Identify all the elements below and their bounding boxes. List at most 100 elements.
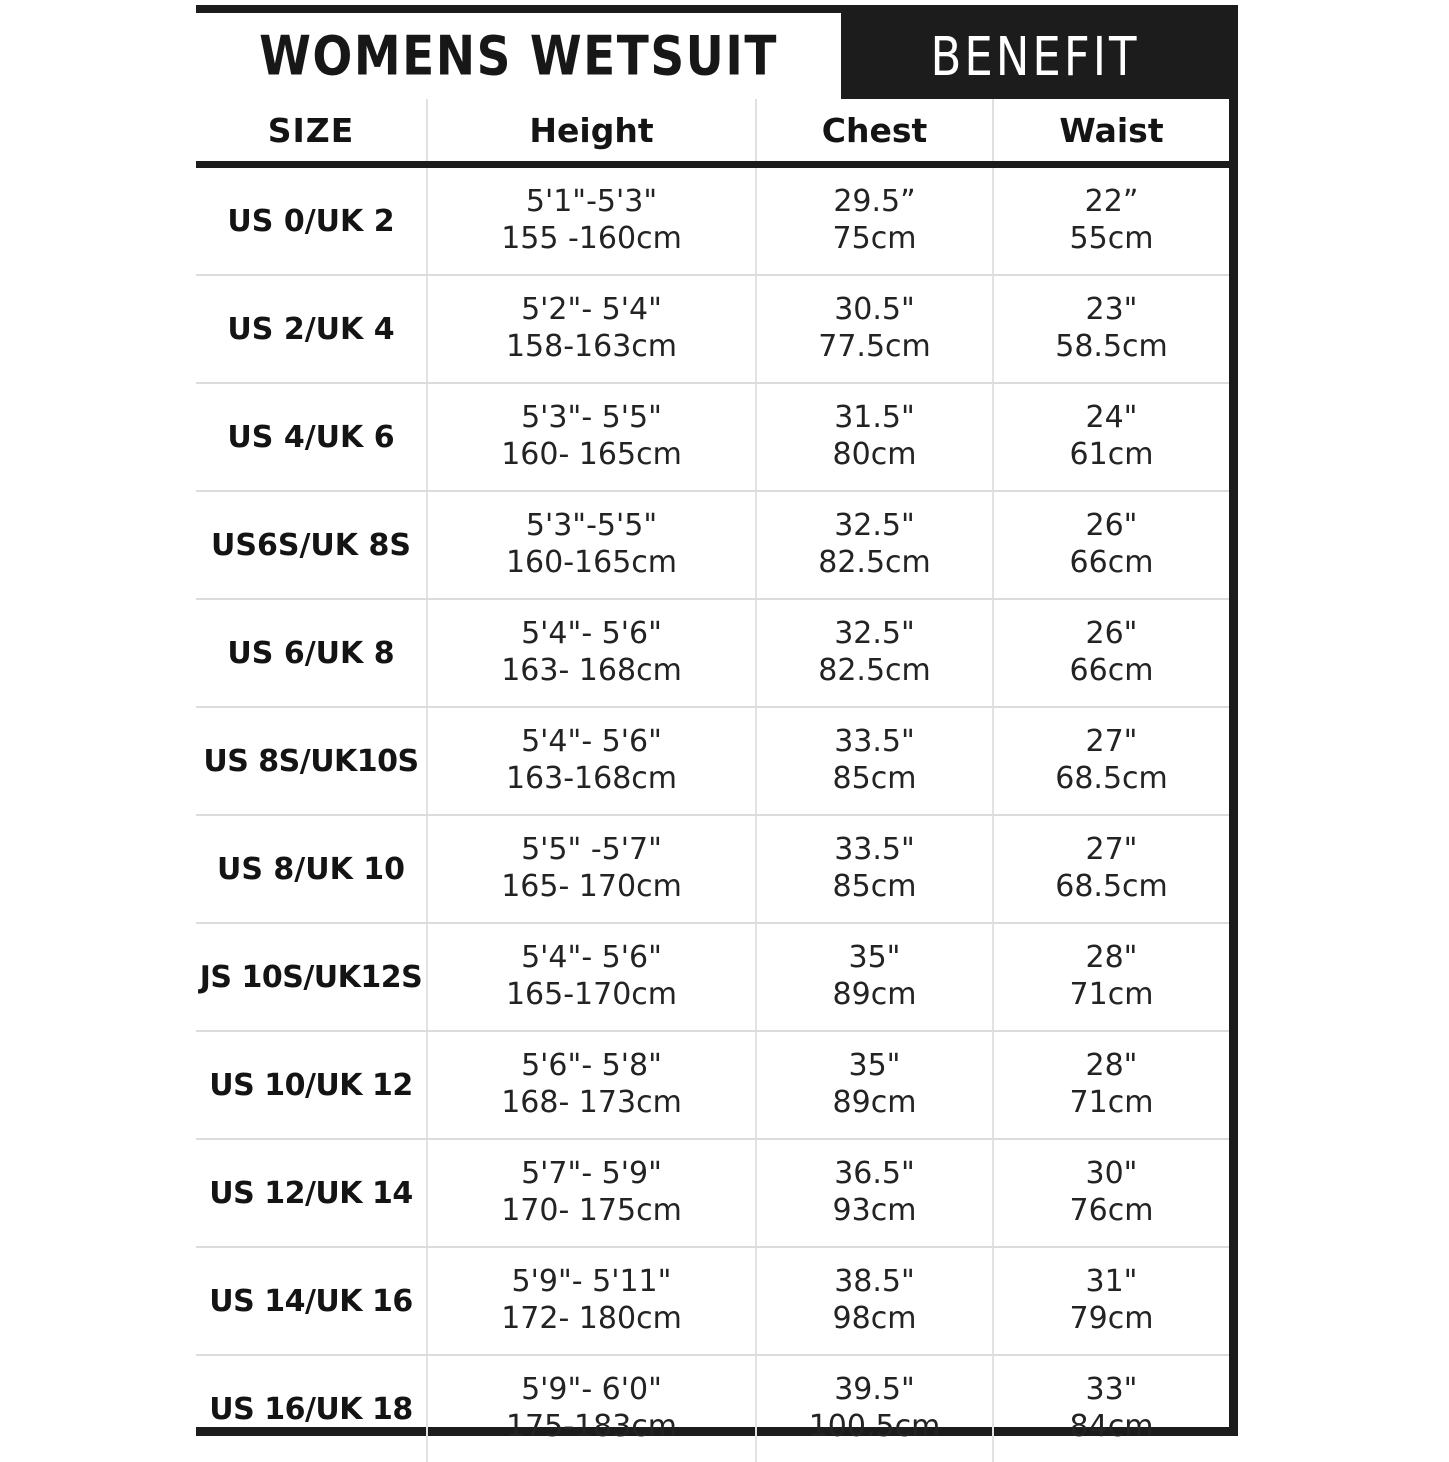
waist-measurement: 22”55cm (994, 184, 1229, 258)
waist-imperial: 26" (994, 616, 1229, 653)
cell-height: 5'4"- 5'6"165-170cm (427, 923, 756, 1031)
cell-size: US 8S/UK10S (196, 707, 427, 815)
cell-size: US 6/UK 8 (196, 599, 427, 707)
chest-metric: 77.5cm (757, 329, 992, 366)
cell-height: 5'3"- 5'5"160- 165cm (427, 383, 756, 491)
height-imperial: 5'1"-5'3" (428, 184, 755, 221)
waist-imperial: 28" (994, 940, 1229, 977)
height-imperial: 5'4"- 5'6" (428, 616, 755, 653)
height-measurement: 5'4"- 5'6"165-170cm (428, 940, 755, 1014)
height-metric: 163-168cm (428, 761, 755, 798)
height-measurement: 5'4"- 5'6"163-168cm (428, 724, 755, 798)
chest-metric: 85cm (757, 761, 992, 798)
waist-metric: 68.5cm (994, 761, 1229, 798)
height-metric: 170- 175cm (428, 1193, 755, 1230)
chest-imperial: 35" (757, 940, 992, 977)
height-imperial: 5'2"- 5'4" (428, 292, 755, 329)
cell-size: US 12/UK 14 (196, 1139, 427, 1247)
waist-measurement: 24"61cm (994, 400, 1229, 474)
chest-measurement: 32.5"82.5cm (757, 508, 992, 582)
size-label: US 8/UK 10 (217, 852, 405, 887)
waist-imperial: 33" (994, 1372, 1229, 1409)
chest-measurement: 36.5"93cm (757, 1156, 992, 1230)
cell-waist: 30"76cm (993, 1139, 1229, 1247)
height-imperial: 5'3"-5'5" (428, 508, 755, 545)
cell-size: US 2/UK 4 (196, 275, 427, 383)
cell-chest: 35"89cm (756, 923, 993, 1031)
size-chart-table: SIZE Height Chest Waist US 0/UK 2 5'1"-5'… (196, 99, 1229, 1462)
waist-metric: 58.5cm (994, 329, 1229, 366)
cell-size: US 4/UK 6 (196, 383, 427, 491)
cell-chest: 29.5”75cm (756, 165, 993, 276)
cell-waist: 24"61cm (993, 383, 1229, 491)
cell-height: 5'5" -5'7"165- 170cm (427, 815, 756, 923)
chest-metric: 89cm (757, 1085, 992, 1122)
waist-imperial: 31" (994, 1264, 1229, 1301)
waist-measurement: 26"66cm (994, 508, 1229, 582)
cell-chest: 30.5"77.5cm (756, 275, 993, 383)
cell-size: US 0/UK 2 (196, 165, 427, 276)
cell-size: JS 10S/UK12S (196, 923, 427, 1031)
height-measurement: 5'9"- 6'0"175-183cm (428, 1372, 755, 1446)
height-metric: 155 -160cm (428, 221, 755, 258)
cell-waist: 31"79cm (993, 1247, 1229, 1355)
height-measurement: 5'2"- 5'4"158-163cm (428, 292, 755, 366)
brand-badge-block: BENEFIT (841, 13, 1229, 99)
chest-metric: 82.5cm (757, 545, 992, 582)
height-measurement: 5'3"-5'5"160-165cm (428, 508, 755, 582)
size-label: US 2/UK 4 (227, 312, 394, 347)
cell-height: 5'2"- 5'4"158-163cm (427, 275, 756, 383)
chest-imperial: 38.5" (757, 1264, 992, 1301)
cell-waist: 27"68.5cm (993, 815, 1229, 923)
page-title: WOMENS WETSUIT (259, 24, 778, 88)
cell-height: 5'4"- 5'6"163- 168cm (427, 599, 756, 707)
waist-imperial: 28" (994, 1048, 1229, 1085)
height-metric: 165-170cm (428, 977, 755, 1014)
height-imperial: 5'9"- 6'0" (428, 1372, 755, 1409)
chart-title-band: WOMENS WETSUIT BENEFIT (196, 5, 1229, 99)
chest-measurement: 35"89cm (757, 1048, 992, 1122)
cell-waist: 28"71cm (993, 923, 1229, 1031)
waist-metric: 61cm (994, 437, 1229, 474)
waist-measurement: 28"71cm (994, 940, 1229, 1014)
size-label: US 14/UK 16 (209, 1284, 412, 1319)
cell-height: 5'3"-5'5"160-165cm (427, 491, 756, 599)
height-metric: 160-165cm (428, 545, 755, 582)
column-header-height: Height (427, 99, 756, 165)
table-header: SIZE Height Chest Waist (196, 99, 1229, 165)
cell-waist: 28"71cm (993, 1031, 1229, 1139)
waist-measurement: 27"68.5cm (994, 724, 1229, 798)
cell-height: 5'9"- 5'11"172- 180cm (427, 1247, 756, 1355)
chest-measurement: 29.5”75cm (757, 184, 992, 258)
chest-metric: 89cm (757, 977, 992, 1014)
waist-measurement: 23"58.5cm (994, 292, 1229, 366)
chest-measurement: 31.5"80cm (757, 400, 992, 474)
cell-size: US 14/UK 16 (196, 1247, 427, 1355)
cell-chest: 36.5"93cm (756, 1139, 993, 1247)
waist-metric: 66cm (994, 653, 1229, 690)
size-label: US 0/UK 2 (227, 204, 394, 239)
chest-imperial: 32.5" (757, 508, 992, 545)
chest-metric: 98cm (757, 1301, 992, 1338)
cell-height: 5'9"- 6'0"175-183cm (427, 1355, 756, 1462)
cell-size: US 16/UK 18 (196, 1355, 427, 1462)
waist-measurement: 28"71cm (994, 1048, 1229, 1122)
chest-imperial: 30.5" (757, 292, 992, 329)
chest-imperial: 33.5" (757, 724, 992, 761)
chest-imperial: 29.5” (757, 184, 992, 221)
height-measurement: 5'9"- 5'11"172- 180cm (428, 1264, 755, 1338)
cell-size: US 8/UK 10 (196, 815, 427, 923)
size-label: US6S/UK 8S (211, 528, 411, 563)
waist-imperial: 27" (994, 724, 1229, 761)
header-row: SIZE Height Chest Waist (196, 99, 1229, 165)
height-metric: 172- 180cm (428, 1301, 755, 1338)
cell-waist: 23"58.5cm (993, 275, 1229, 383)
